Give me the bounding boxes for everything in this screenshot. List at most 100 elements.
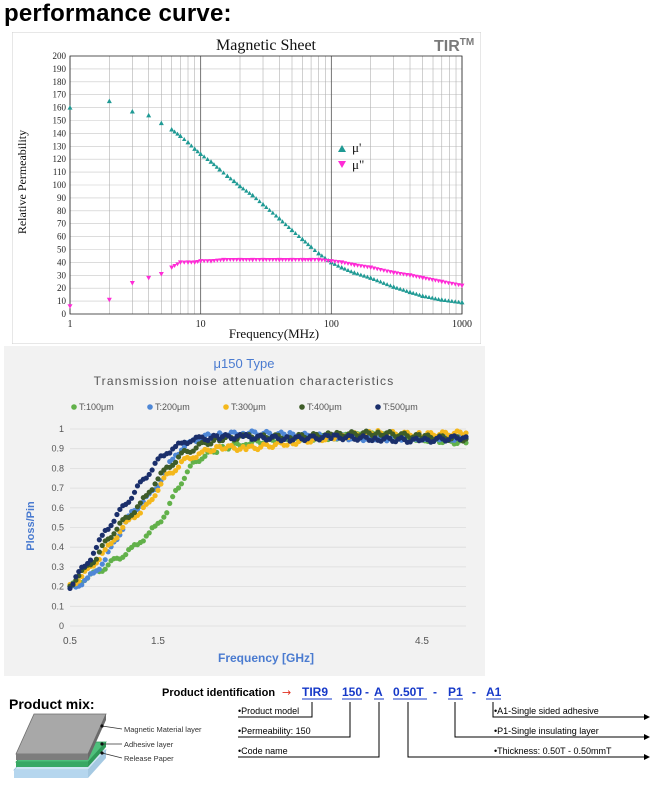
mu-prime-point [319,253,325,258]
mu-double-prime-point [316,257,322,263]
mu-prime-point [195,149,200,154]
mu-double-prime-point [439,279,445,285]
chart1-ytick-label: 150 [53,116,67,126]
chart1-ytick-label: 160 [53,103,67,113]
mu-prime-point [106,98,112,104]
chart2-legend-label: T:100μm [79,402,114,412]
chart2-ylabel: Ploss/Pin [25,501,37,551]
chart2-series-4-point [146,471,152,478]
mu-double-prime-point [286,258,292,263]
attenuation-svg: μ150 Type Transmission noise attenuation… [25,356,469,665]
mu-double-prime-point [319,258,325,263]
chart2-series-4-point [463,434,469,440]
chart2-series-3-point [117,520,123,526]
mu-double-prime-point [342,261,348,266]
mu-double-prime-point [231,258,236,263]
mu-prime-point [129,108,135,114]
chart2-series-2-point [102,547,108,553]
mu-double-prime-point [106,297,112,303]
mu-prime-point [305,242,311,247]
chart2-series-4-point [108,522,114,529]
mu-double-prime-point [375,267,380,272]
code-a: A [374,685,383,699]
mu-prime-point [257,199,262,204]
mu-prime-point [276,216,282,221]
chart2-series-1-point [99,561,105,567]
mu-prime-point [414,291,419,296]
legend-mu-prime-label: μ' [352,140,361,155]
chart2-series-4-point [284,434,290,440]
mu-double-prime-point [348,262,354,267]
mu-double-prime-point [201,259,207,264]
chart1-brand: TIRTM [434,37,474,55]
chart2-ytick-label: 0.7 [51,483,64,493]
mu-double-prime-point [322,258,328,263]
chart2-series-4-point [328,435,334,442]
chart2-xlabel: Frequency [GHz] [218,651,314,665]
chart2-series-4-point [152,460,158,466]
chart2-series-3-point [143,493,149,499]
mu-prime-point [345,267,351,272]
mu-double-prime-point [172,264,177,269]
mu-prime-point [417,292,422,297]
mu-prime-point [433,296,438,301]
mu-prime-point [426,295,432,300]
mu-prime-point [456,299,461,304]
chart1-xtick-label: 1000 [452,319,472,330]
mu-double-prime-point [253,258,259,263]
mu-prime-point [158,120,164,126]
chart2-series-2-point [152,493,158,499]
legend-mu-double-prime-label: μ" [352,157,364,172]
chart2-series-4-point [67,585,73,591]
mu-double-prime-point [205,259,210,264]
mu-prime-point [201,154,207,159]
chart2-series-4-point [114,511,120,518]
chart1-ytick-label: 60 [57,232,67,242]
layer-label-magnetic: Magnetic Material layer [124,725,202,734]
chart2-series-2-point [108,541,114,547]
mu-double-prime-point [459,283,465,289]
chart1-ytick-label: 80 [57,206,67,216]
code-p1: P1 [448,685,463,699]
chart1-ytick-label: 20 [57,283,67,293]
chart2-series-3-point [134,504,141,510]
chart1-ytick-label: 50 [57,245,67,255]
chart2-series-4-point [117,506,123,513]
mu-double-prime-point [312,258,318,263]
chart2-series-0-point [187,463,193,469]
mu-prime-point [446,298,451,303]
mu-prime-point [449,298,455,303]
mu-prime-point [267,207,272,212]
mu-double-prime-point [305,258,311,263]
mu-prime-point [234,181,240,186]
mu-prime-point [169,127,175,132]
chart2-series-4-point [134,483,141,489]
chart1-ytick-label: 0 [62,309,67,319]
chart2-series-3-point [137,500,143,506]
mu-prime-point [391,284,397,289]
chart2-series-3-point [149,487,155,493]
mu-prime-point [244,188,249,193]
mu-prime-point [286,225,292,230]
mu-prime-point [308,244,314,249]
mu-prime-point [250,192,256,198]
chart2-series-4-point [131,489,138,495]
mu-double-prime-point [328,259,334,264]
mu-prime-point [401,287,406,292]
mu-prime-point [289,227,295,233]
mu-double-prime-point [303,258,308,263]
mu-double-prime-point [384,269,390,274]
chart2-series-3-point [99,542,105,549]
mu-double-prime-point [234,258,239,263]
mu-prime-point [175,131,180,136]
chart2-series-4-point [76,569,82,575]
mu-double-prime-point [218,258,223,263]
mu-double-prime-point [378,267,383,272]
mu-double-prime-point [426,277,432,282]
chart2-series-2-point [193,454,199,461]
mu-prime-point [384,282,390,287]
chart1-xtick-label: 1 [68,319,73,330]
layer-label-adhesive: Adhesive layer [124,740,174,749]
chart2-series-4-point [173,443,179,450]
mu-double-prime-point [446,281,451,286]
